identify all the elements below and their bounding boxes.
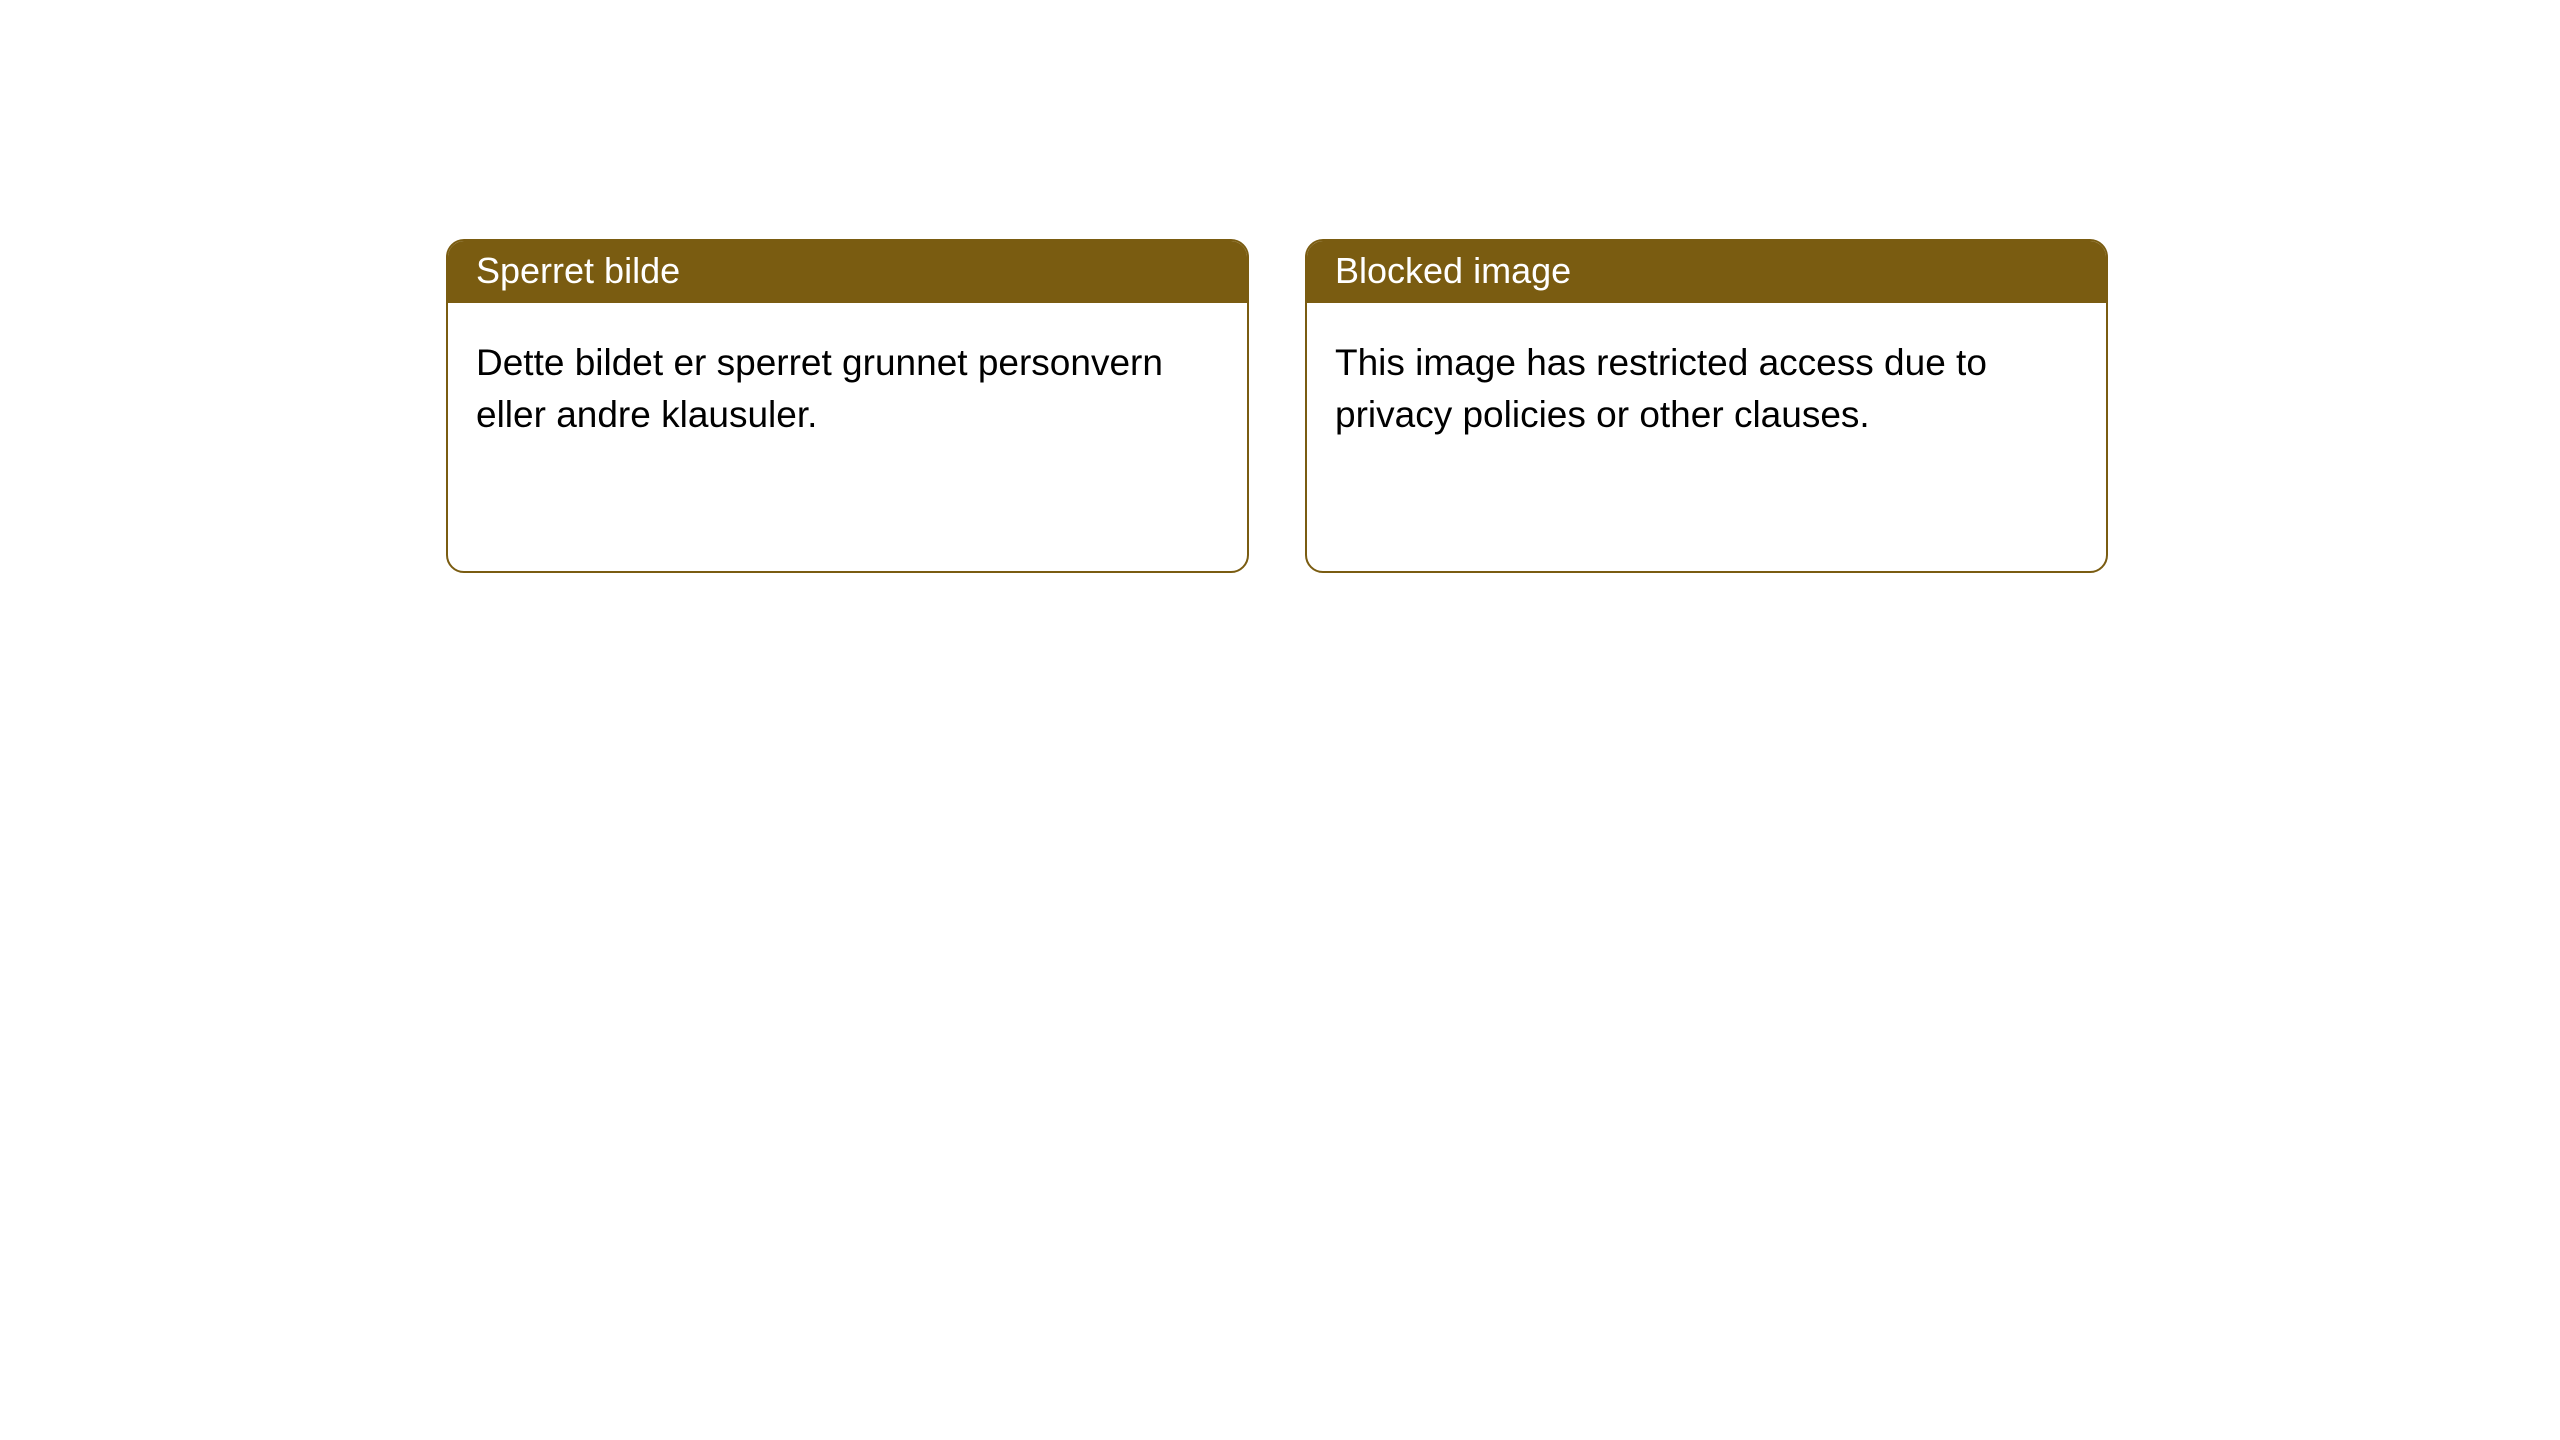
card-body-en: This image has restricted access due to … — [1307, 303, 2106, 475]
card-text-en: This image has restricted access due to … — [1335, 337, 2078, 441]
notice-cards-container: Sperret bilde Dette bildet er sperret gr… — [446, 239, 2108, 573]
card-text-no: Dette bildet er sperret grunnet personve… — [476, 337, 1219, 441]
blocked-image-card-en: Blocked image This image has restricted … — [1305, 239, 2108, 573]
card-header-en: Blocked image — [1307, 241, 2106, 303]
card-title-no: Sperret bilde — [476, 250, 680, 292]
card-header-no: Sperret bilde — [448, 241, 1247, 303]
card-title-en: Blocked image — [1335, 250, 1571, 292]
blocked-image-card-no: Sperret bilde Dette bildet er sperret gr… — [446, 239, 1249, 573]
card-body-no: Dette bildet er sperret grunnet personve… — [448, 303, 1247, 475]
